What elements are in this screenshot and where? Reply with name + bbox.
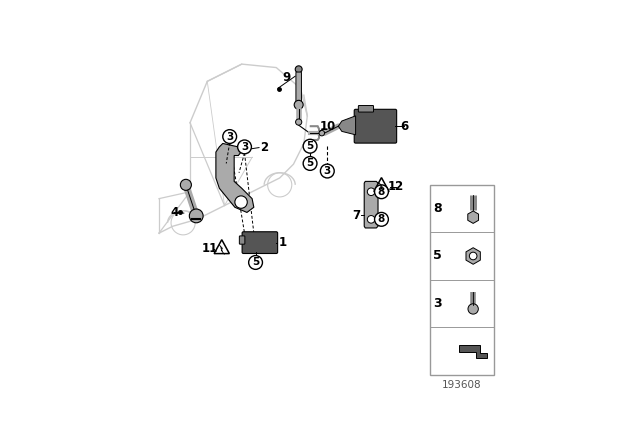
Text: 5: 5 [307,141,314,151]
Text: 1: 1 [278,236,287,249]
Text: 4: 4 [170,206,179,219]
Circle shape [235,196,247,208]
Circle shape [321,164,334,178]
Text: 10: 10 [320,120,336,133]
Polygon shape [364,181,378,228]
Circle shape [249,255,262,269]
Text: 8: 8 [378,187,385,197]
Text: 7: 7 [352,209,360,222]
Text: 193608: 193608 [442,380,481,390]
Polygon shape [460,345,487,358]
Circle shape [374,185,388,198]
FancyBboxPatch shape [430,185,493,375]
Polygon shape [466,248,481,264]
Text: 5: 5 [433,250,442,263]
Polygon shape [219,245,225,255]
FancyBboxPatch shape [354,109,397,143]
Text: 11: 11 [202,242,218,255]
Circle shape [296,119,302,125]
Circle shape [319,130,324,136]
Text: 6: 6 [400,120,408,133]
Text: 5: 5 [307,159,314,168]
Text: 9: 9 [282,71,291,84]
Text: 12: 12 [387,180,404,193]
Circle shape [469,252,477,260]
FancyBboxPatch shape [296,72,301,103]
Polygon shape [216,143,254,212]
Text: 3: 3 [324,166,331,176]
Circle shape [189,209,203,223]
Polygon shape [339,116,356,135]
FancyBboxPatch shape [242,232,278,254]
Text: 8: 8 [433,202,442,215]
Circle shape [294,100,303,109]
Circle shape [237,140,252,154]
FancyBboxPatch shape [358,106,374,112]
Circle shape [303,139,317,153]
Circle shape [180,179,191,190]
FancyBboxPatch shape [239,236,245,244]
Text: 3: 3 [226,132,234,142]
Circle shape [295,66,302,73]
Circle shape [468,304,478,314]
Polygon shape [214,240,229,254]
Text: 3: 3 [241,142,248,152]
Circle shape [367,188,375,195]
Text: 8: 8 [378,214,385,224]
Circle shape [223,129,237,143]
Polygon shape [374,177,389,191]
Text: 5: 5 [252,258,259,267]
Circle shape [374,212,388,226]
Polygon shape [379,182,384,193]
Circle shape [367,215,375,223]
Text: 2: 2 [260,141,268,154]
Circle shape [303,156,317,170]
Polygon shape [468,211,479,224]
Text: 3: 3 [433,297,442,310]
